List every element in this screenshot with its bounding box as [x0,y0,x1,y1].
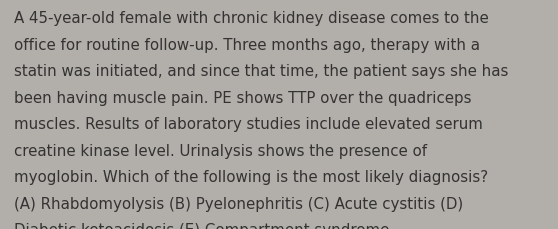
Text: myoglobin. Which of the following is the most likely diagnosis?: myoglobin. Which of the following is the… [14,169,488,184]
Text: office for routine follow-up. Three months ago, therapy with a: office for routine follow-up. Three mont… [14,38,480,53]
Text: muscles. Results of laboratory studies include elevated serum: muscles. Results of laboratory studies i… [14,117,483,132]
Text: (A) Rhabdomyolysis (B) Pyelonephritis (C) Acute cystitis (D): (A) Rhabdomyolysis (B) Pyelonephritis (C… [14,196,463,211]
Text: creatine kinase level. Urinalysis shows the presence of: creatine kinase level. Urinalysis shows … [14,143,427,158]
Text: statin was initiated, and since that time, the patient says she has: statin was initiated, and since that tim… [14,64,508,79]
Text: A 45-year-old female with chronic kidney disease comes to the: A 45-year-old female with chronic kidney… [14,11,489,26]
Text: been having muscle pain. PE shows TTP over the quadriceps: been having muscle pain. PE shows TTP ov… [14,90,472,105]
Text: Diabetic ketoacidosis (E) Compartment syndrome: Diabetic ketoacidosis (E) Compartment sy… [14,222,389,229]
